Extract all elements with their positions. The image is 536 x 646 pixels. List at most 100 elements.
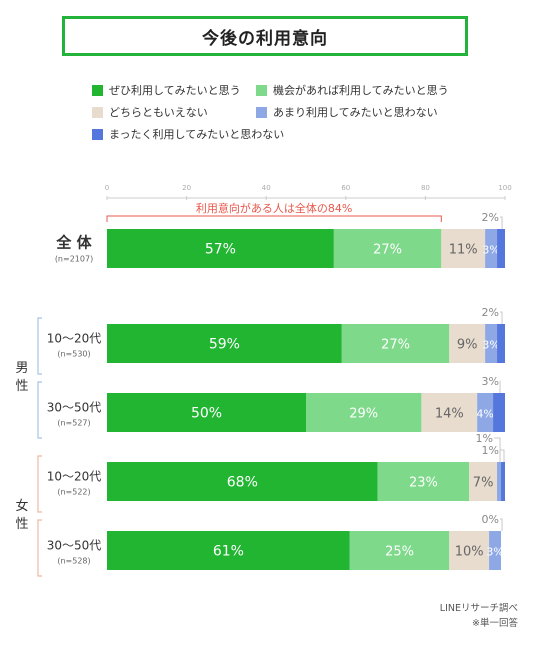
legend-swatch-4 — [256, 106, 267, 118]
bar-1-segment-4 — [485, 229, 498, 268]
category-n-3: (n=527) — [57, 419, 90, 428]
legend-label-1: ぜひ利用してみたいと思う — [109, 84, 241, 97]
legend-swatch-2 — [256, 84, 267, 96]
data-label-5-2: 25% — [385, 545, 414, 560]
bracket-line — [106, 215, 442, 222]
data-label-4-3: 7% — [473, 476, 494, 491]
category-n-2: (n=530) — [57, 350, 90, 359]
data-label-1-4: 3% — [482, 244, 499, 257]
legend-label-5: まったく利用してみたいと思わない — [109, 128, 285, 141]
legend-item-2: 機会があれば利用してみたいと思う — [256, 82, 449, 98]
bar-4-segment-2 — [377, 462, 470, 501]
bar-4-segment-5 — [501, 462, 505, 501]
legend-label-2: 機会があれば利用してみたいと思う — [273, 84, 449, 97]
callout-line-5-5 — [500, 518, 503, 531]
bar-3-segment-2 — [306, 393, 422, 432]
bar-1-segment-5 — [497, 229, 505, 268]
data-label-4-2: 23% — [409, 476, 438, 491]
data-label-1-3: 11% — [449, 243, 478, 258]
bar-4-segment-1 — [107, 462, 378, 501]
group-label-male-1: 男 — [15, 361, 28, 376]
data-label-2-5: 2% — [482, 306, 499, 319]
category-label-1: 全 体 — [55, 234, 92, 252]
bar-2-segment-4 — [485, 324, 498, 363]
callout-line-2-5 — [500, 311, 503, 324]
category-n-5: (n=528) — [57, 557, 90, 566]
data-label-1-1: 57% — [205, 242, 236, 258]
x-tick-label-0: 0 — [105, 184, 109, 192]
chart-title: 今後の利用意向 — [202, 28, 328, 49]
legend-item-4: あまり利用してみたいと思わない — [256, 104, 438, 120]
bar-1-segment-3 — [441, 229, 486, 268]
chart-title-box: 今後の利用意向 — [62, 16, 468, 56]
bar-5-segment-3 — [449, 531, 490, 570]
category-label-2: 10〜20代 — [47, 332, 102, 346]
category-n-1: (n=2107) — [55, 255, 93, 264]
bar-5-segment-4 — [489, 531, 502, 570]
data-label-4-4: 1% — [476, 432, 493, 445]
bar-4-segment-3 — [469, 462, 498, 501]
x-tick-label-3: 60 — [341, 184, 350, 192]
x-tick-label-5: 100 — [498, 184, 511, 192]
bracket-label: 利用意向がある人は全体の84% — [196, 201, 352, 215]
x-tick-label-1: 20 — [182, 184, 191, 192]
category-label-5: 30〜50代 — [47, 539, 102, 553]
legend-item-5: まったく利用してみたいと思わない — [92, 126, 284, 142]
category-label-4: 10〜20代 — [47, 470, 102, 484]
data-label-1-2: 27% — [373, 243, 402, 258]
callout-line-4-5 — [500, 449, 505, 462]
data-label-5-3: 10% — [455, 545, 484, 560]
data-label-5-1: 61% — [213, 544, 244, 560]
bar-2-segment-3 — [449, 324, 486, 363]
legend-swatch-1 — [92, 84, 103, 96]
callout-line-4-4 — [494, 437, 501, 462]
data-label-3-3: 14% — [435, 407, 464, 422]
x-tick-label-4: 80 — [421, 184, 430, 192]
bar-4-segment-4 — [497, 462, 502, 501]
bar-5-segment-2 — [349, 531, 450, 570]
group-label-male-2: 性 — [15, 379, 28, 394]
legend-swatch-3 — [92, 106, 103, 118]
data-label-2-3: 9% — [457, 338, 478, 353]
bar-2-segment-5 — [497, 324, 505, 363]
data-label-4-5: 1% — [482, 444, 499, 457]
category-label-3: 30〜50代 — [47, 401, 102, 415]
bar-3-segment-5 — [493, 393, 505, 432]
legend-item-1: ぜひ利用してみたいと思う — [92, 82, 241, 98]
bar-3-segment-1 — [107, 393, 306, 432]
legend-swatch-5 — [92, 128, 103, 140]
source-text: LINEリサーチ調べ — [439, 603, 518, 614]
bar-5-segment-1 — [107, 531, 350, 570]
group-label-female-1: 女 — [15, 498, 28, 514]
data-label-5-5: 0% — [482, 513, 499, 526]
group-bracket-female-1 — [37, 455, 42, 513]
legend-item-3: どちらともいえない — [92, 104, 208, 120]
legend-label-3: どちらともいえない — [109, 106, 208, 119]
group-bracket-female-2 — [37, 519, 42, 577]
callout-line-1-5 — [500, 216, 503, 229]
data-label-2-1: 59% — [209, 337, 240, 353]
bar-2-segment-2 — [341, 324, 450, 363]
bar-3-segment-4 — [477, 393, 494, 432]
data-label-4-1: 68% — [227, 475, 258, 491]
group-label-female-2: 性 — [15, 517, 28, 532]
bar-3-segment-3 — [421, 393, 478, 432]
x-tick-label-2: 40 — [262, 184, 271, 192]
group-bracket-male-1 — [37, 317, 42, 375]
bar-2-segment-1 — [107, 324, 342, 363]
data-label-3-5: 3% — [482, 375, 499, 388]
data-label-2-4: 3% — [482, 339, 499, 352]
group-bracket-male-2 — [37, 381, 42, 439]
data-label-1-5: 2% — [482, 211, 499, 224]
data-label-3-2: 29% — [349, 407, 378, 422]
data-label-2-2: 27% — [381, 338, 410, 353]
bar-1-segment-1 — [107, 229, 334, 268]
category-n-4: (n=522) — [57, 488, 90, 497]
data-label-3-4: 4% — [476, 408, 493, 421]
bar-1-segment-2 — [333, 229, 442, 268]
data-label-3-1: 50% — [191, 406, 222, 422]
data-label-5-4: 3% — [486, 546, 503, 559]
note-text: ※単一回答 — [472, 618, 518, 629]
legend-label-4: あまり利用してみたいと思わない — [273, 106, 438, 119]
